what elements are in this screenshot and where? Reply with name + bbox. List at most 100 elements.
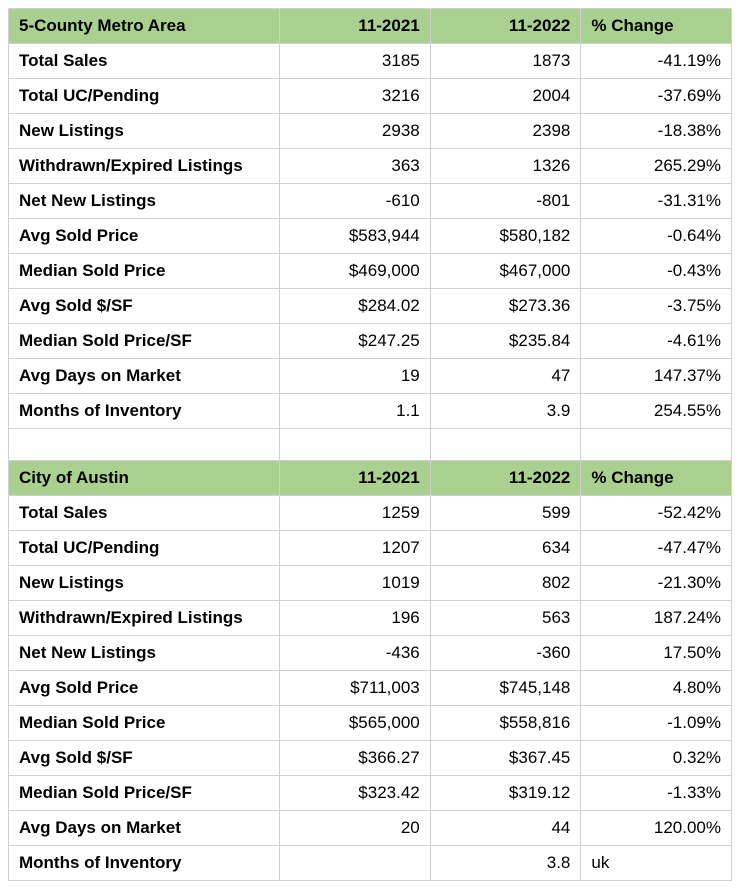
cell-2022: $745,148 <box>430 671 581 706</box>
cell-pct: 120.00% <box>581 811 732 846</box>
cell-pct: 254.55% <box>581 394 732 429</box>
cell-2021: 1.1 <box>280 394 431 429</box>
cell-2022: 44 <box>430 811 581 846</box>
cell-pct: -0.43% <box>581 254 732 289</box>
row-label: Avg Days on Market <box>9 811 280 846</box>
table-row: Months of Inventory1.13.9254.55% <box>9 394 732 429</box>
cell-2022: -360 <box>430 636 581 671</box>
table-row: Avg Days on Market2044120.00% <box>9 811 732 846</box>
col-header-2021: 11-2021 <box>280 9 431 44</box>
table-row: New Listings29382398-18.38% <box>9 114 732 149</box>
table-row: Net New Listings-436-36017.50% <box>9 636 732 671</box>
table-row: Median Sold Price/SF$323.42$319.12-1.33% <box>9 776 732 811</box>
cell-pct: -21.30% <box>581 566 732 601</box>
cell-2021: $247.25 <box>280 324 431 359</box>
row-label: Total Sales <box>9 496 280 531</box>
cell-2021: $469,000 <box>280 254 431 289</box>
table-row: Total UC/Pending1207634-47.47% <box>9 531 732 566</box>
row-label: Avg Sold $/SF <box>9 289 280 324</box>
cell-2022: 3.8 <box>430 846 581 881</box>
row-label: New Listings <box>9 566 280 601</box>
cell-2021: 19 <box>280 359 431 394</box>
cell-pct: uk <box>581 846 732 881</box>
table-row: Net New Listings-610-801-31.31% <box>9 184 732 219</box>
row-label: Total Sales <box>9 44 280 79</box>
table-row: Months of Inventory 3.8uk <box>9 846 732 881</box>
cell-pct: -52.42% <box>581 496 732 531</box>
cell-pct: -1.33% <box>581 776 732 811</box>
cell-2021: $323.42 <box>280 776 431 811</box>
cell-2021: 20 <box>280 811 431 846</box>
cell-2022: 634 <box>430 531 581 566</box>
row-label: Months of Inventory <box>9 846 280 881</box>
row-label: Median Sold Price <box>9 706 280 741</box>
cell-2021: 3216 <box>280 79 431 114</box>
table-row: Avg Sold $/SF$366.27$367.450.32% <box>9 741 732 776</box>
row-label: Months of Inventory <box>9 394 280 429</box>
row-label: Net New Listings <box>9 636 280 671</box>
cell-2021: -436 <box>280 636 431 671</box>
cell-2021: -610 <box>280 184 431 219</box>
cell-2022: $580,182 <box>430 219 581 254</box>
table-row: Avg Sold Price$711,003$745,1484.80% <box>9 671 732 706</box>
row-label: Withdrawn/Expired Listings <box>9 601 280 636</box>
cell-2021: 196 <box>280 601 431 636</box>
cell-2021: $711,003 <box>280 671 431 706</box>
row-label: Avg Sold Price <box>9 219 280 254</box>
row-label: Net New Listings <box>9 184 280 219</box>
cell-pct: -37.69% <box>581 79 732 114</box>
table-row: Withdrawn/Expired Listings3631326265.29% <box>9 149 732 184</box>
cell-pct: 17.50% <box>581 636 732 671</box>
cell-2021: 2938 <box>280 114 431 149</box>
cell-2022: 1326 <box>430 149 581 184</box>
cell-pct: -47.47% <box>581 531 732 566</box>
table-row: Total Sales31851873-41.19% <box>9 44 732 79</box>
cell-pct: -31.31% <box>581 184 732 219</box>
cell-pct: -41.19% <box>581 44 732 79</box>
row-label: Avg Sold $/SF <box>9 741 280 776</box>
row-label: New Listings <box>9 114 280 149</box>
cell-2021: $583,944 <box>280 219 431 254</box>
cell-2022: $467,000 <box>430 254 581 289</box>
table-title: City of Austin <box>9 461 280 496</box>
cell-2021: 363 <box>280 149 431 184</box>
col-header-pct: % Change <box>581 461 732 496</box>
cell-2022: $235.84 <box>430 324 581 359</box>
cell-2022: -801 <box>430 184 581 219</box>
row-label: Median Sold Price/SF <box>9 324 280 359</box>
cell-2021: 1207 <box>280 531 431 566</box>
cell-pct: -0.64% <box>581 219 732 254</box>
col-header-2022: 11-2022 <box>430 461 581 496</box>
col-header-2022: 11-2022 <box>430 9 581 44</box>
table-row: Avg Sold Price$583,944$580,182-0.64% <box>9 219 732 254</box>
table-row: New Listings1019802-21.30% <box>9 566 732 601</box>
table-row: Median Sold Price$565,000$558,816-1.09% <box>9 706 732 741</box>
cell-pct: 4.80% <box>581 671 732 706</box>
row-label: Total UC/Pending <box>9 79 280 114</box>
cell-pct: -18.38% <box>581 114 732 149</box>
table-row: Avg Sold $/SF$284.02$273.36-3.75% <box>9 289 732 324</box>
cell-2021 <box>280 846 431 881</box>
cell-2021: 3185 <box>280 44 431 79</box>
cell-2022: $367.45 <box>430 741 581 776</box>
table-row: Withdrawn/Expired Listings196563187.24% <box>9 601 732 636</box>
real-estate-tables: 5-County Metro Area11-202111-2022% Chang… <box>8 8 732 881</box>
cell-2021: 1259 <box>280 496 431 531</box>
cell-2022: $558,816 <box>430 706 581 741</box>
row-label: Total UC/Pending <box>9 531 280 566</box>
table-row: Total UC/Pending32162004-37.69% <box>9 79 732 114</box>
cell-pct: 265.29% <box>581 149 732 184</box>
row-label: Median Sold Price/SF <box>9 776 280 811</box>
cell-pct: -1.09% <box>581 706 732 741</box>
cell-pct: 187.24% <box>581 601 732 636</box>
table-header-row: 5-County Metro Area11-202111-2022% Chang… <box>9 9 732 44</box>
row-label: Avg Sold Price <box>9 671 280 706</box>
cell-2022: 3.9 <box>430 394 581 429</box>
cell-2021: $565,000 <box>280 706 431 741</box>
cell-2022: 1873 <box>430 44 581 79</box>
cell-pct: -4.61% <box>581 324 732 359</box>
row-label: Median Sold Price <box>9 254 280 289</box>
cell-2022: 802 <box>430 566 581 601</box>
cell-2022: 2398 <box>430 114 581 149</box>
cell-pct: 147.37% <box>581 359 732 394</box>
